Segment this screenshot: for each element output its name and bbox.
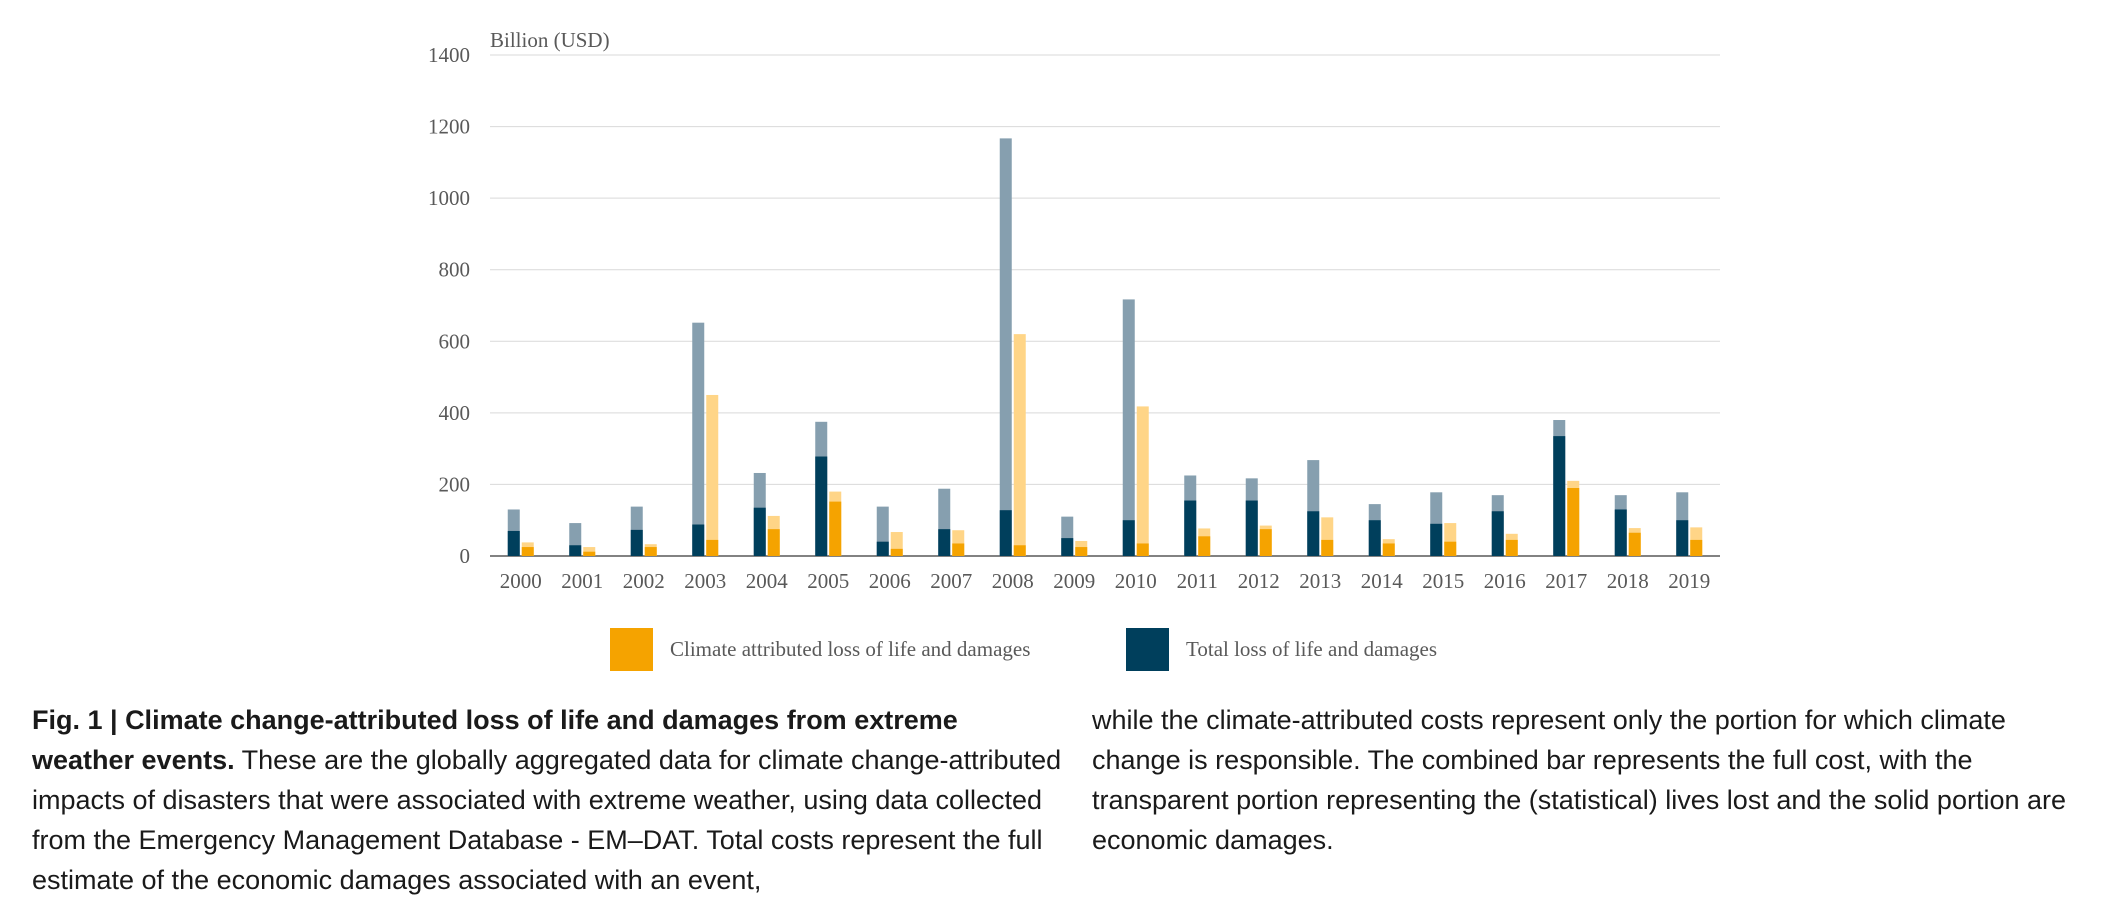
caption-column-right: while the climate-attributed costs repre…: [1092, 700, 2092, 900]
bar-total-economic-2016: [1491, 511, 1504, 556]
x-tick-label: 2006: [869, 569, 911, 593]
x-tick-label: 2016: [1484, 569, 1526, 593]
legend-label-total: Total loss of life and damages: [1186, 637, 1438, 661]
bar-total-full-2008: [999, 138, 1012, 556]
bar-climate-full-2008: [1013, 334, 1026, 556]
x-tick-label: 2010: [1115, 569, 1157, 593]
legend: Climate attributed loss of life and dama…: [0, 628, 2116, 678]
bar-climate-economic-2015: [1444, 541, 1457, 556]
x-tick-label: 2000: [500, 569, 542, 593]
x-tick-label: 2001: [561, 569, 603, 593]
x-tick-label: 2018: [1607, 569, 1649, 593]
x-tick-label: 2009: [1053, 569, 1095, 593]
x-tick-label: 2017: [1545, 569, 1587, 593]
bar-total-economic-2007: [938, 529, 951, 556]
bar-total-economic-2010: [1122, 520, 1135, 556]
bar-climate-economic-2002: [644, 547, 657, 556]
x-tick-label: 2014: [1361, 569, 1404, 593]
y-tick-label: 800: [439, 258, 471, 282]
figure-caption: Fig. 1 | Climate change-attributed loss …: [32, 700, 2092, 900]
x-tick-label: 2011: [1177, 569, 1218, 593]
x-tick-label: 2013: [1299, 569, 1341, 593]
legend-swatch-climate: [610, 628, 653, 671]
bar-climate-economic-2001: [583, 551, 596, 556]
bar-climate-economic-2011: [1198, 536, 1211, 556]
x-tick-label: 2019: [1668, 569, 1710, 593]
bar-total-full-2003: [692, 322, 705, 556]
y-tick-label: 0: [460, 544, 471, 568]
bar-total-economic-2006: [876, 541, 889, 556]
legend-item-climate: Climate attributed loss of life and dama…: [610, 628, 1030, 671]
bar-total-economic-2001: [569, 545, 582, 556]
bar-total-economic-2004: [753, 507, 766, 556]
bar-total-economic-2018: [1614, 509, 1627, 556]
x-axis-ticks: 2000 2001 2002 2003 2004 2005 2006 2007 2008 2009…: [500, 569, 1711, 593]
x-tick-label: 2015: [1422, 569, 1464, 593]
x-tick-label: 2005: [807, 569, 849, 593]
bar-total-economic-2008: [999, 510, 1012, 556]
x-tick-label: 2012: [1238, 569, 1280, 593]
legend-swatch-total: [1126, 628, 1169, 671]
bar-total-full-2010: [1122, 299, 1135, 556]
bar-climate-economic-2014: [1382, 543, 1395, 556]
bar-climate-economic-2004: [767, 529, 780, 556]
y-axis-unit-label: Billion (USD): [490, 28, 610, 52]
y-tick-label: 1400: [428, 43, 470, 67]
bar-total-economic-2017: [1553, 436, 1566, 556]
caption-text-right: while the climate-attributed costs repre…: [1092, 705, 2067, 855]
x-tick-label: 2003: [684, 569, 726, 593]
bar-climate-economic-2010: [1136, 543, 1149, 556]
bar-climate-full-2010: [1136, 406, 1149, 556]
y-tick-label: 600: [439, 329, 471, 353]
bar-climate-economic-2005: [829, 501, 842, 556]
bar-climate-economic-2007: [952, 543, 965, 556]
bar-total-economic-2019: [1676, 520, 1689, 556]
bar-climate-economic-2016: [1505, 539, 1518, 556]
bar-climate-economic-2018: [1628, 532, 1641, 556]
bar-total-economic-2002: [630, 529, 643, 556]
bar-total-economic-2015: [1430, 523, 1443, 556]
bar-total-economic-2013: [1307, 511, 1320, 556]
bar-climate-economic-2008: [1013, 545, 1026, 556]
bar-total-economic-2012: [1245, 500, 1258, 556]
bar-climate-economic-2019: [1690, 539, 1703, 556]
caption-text-left: These are the globally aggregated data f…: [32, 745, 1062, 895]
x-tick-label: 2008: [992, 569, 1034, 593]
bars: [507, 138, 1703, 556]
bar-total-economic-2005: [815, 456, 828, 556]
bar-climate-economic-2006: [890, 548, 903, 556]
bar-climate-full-2001: [583, 547, 596, 556]
y-tick-label: 1200: [428, 115, 470, 139]
x-tick-label: 2002: [623, 569, 665, 593]
bar-climate-economic-2012: [1259, 529, 1272, 556]
bar-climate-economic-2017: [1567, 488, 1580, 556]
bar-climate-economic-2003: [706, 539, 719, 556]
x-tick-label: 2007: [930, 569, 972, 593]
y-tick-label: 1000: [428, 186, 470, 210]
bar-climate-economic-2000: [521, 547, 534, 556]
bar-climate-economic-2009: [1075, 547, 1088, 556]
bar-total-economic-2014: [1368, 520, 1381, 556]
bar-total-economic-2003: [692, 524, 705, 556]
gridlines: [490, 54, 1720, 557]
y-tick-label: 200: [439, 472, 471, 496]
legend-item-total: Total loss of life and damages: [1126, 628, 1437, 671]
bar-total-economic-2011: [1184, 500, 1197, 556]
y-tick-label: 400: [439, 401, 471, 425]
bar-total-economic-2000: [507, 530, 520, 556]
bar-climate-economic-2013: [1321, 539, 1334, 556]
bar-climate-full-2003: [706, 394, 719, 556]
bar-total-economic-2009: [1061, 538, 1074, 556]
y-axis-ticks: 0 200 400 600 800 1000 1200 1400: [428, 43, 470, 568]
legend-label-climate: Climate attributed loss of life and dama…: [670, 637, 1031, 661]
caption-title: Fig. 1 | Climate change-attributed loss …: [32, 705, 958, 775]
caption-column-left: Fig. 1 | Climate change-attributed loss …: [32, 700, 1062, 900]
x-tick-label: 2004: [746, 569, 789, 593]
